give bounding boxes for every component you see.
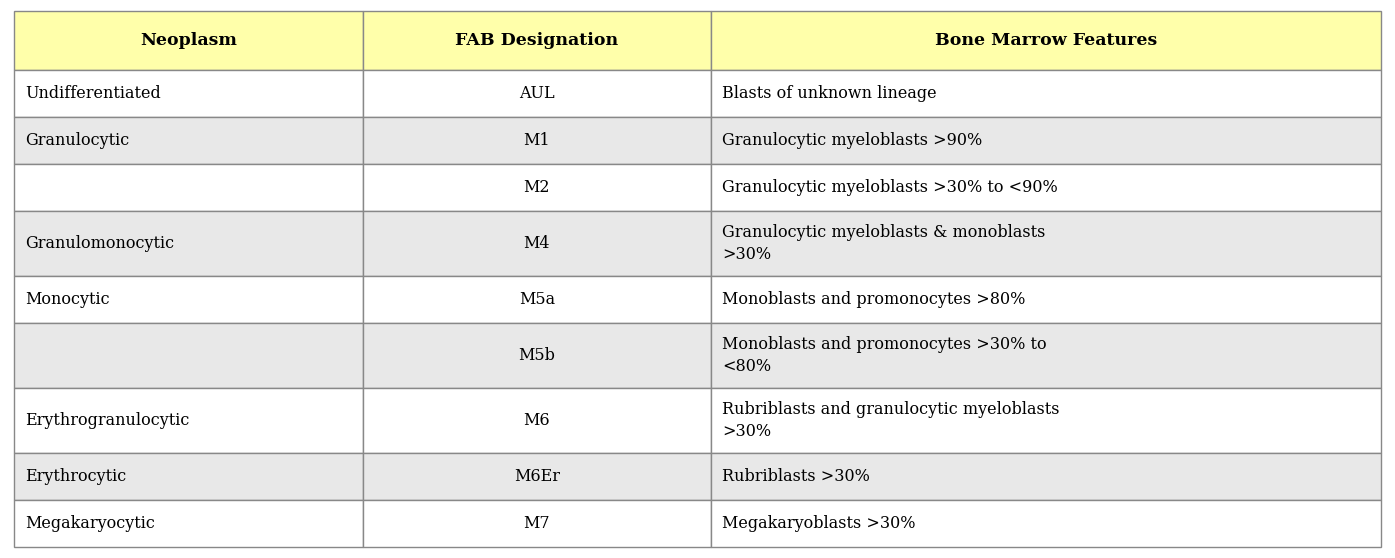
Text: Granulocytic: Granulocytic — [25, 132, 130, 149]
Text: M6: M6 — [523, 412, 550, 429]
Text: M1: M1 — [523, 132, 550, 149]
Bar — [14, 500, 363, 547]
Text: Granulomonocytic: Granulomonocytic — [25, 235, 174, 252]
Text: Erythrogranulocytic: Erythrogranulocytic — [25, 412, 190, 429]
Bar — [363, 70, 711, 117]
Text: Undifferentiated: Undifferentiated — [25, 85, 160, 102]
Text: Megakaryocytic: Megakaryocytic — [25, 515, 155, 532]
Text: Erythrocytic: Erythrocytic — [25, 468, 127, 485]
Bar — [363, 11, 711, 70]
Text: M5b: M5b — [519, 347, 555, 364]
Bar — [363, 323, 711, 388]
Text: Monoblasts and promonocytes >30% to
<80%: Monoblasts and promonocytes >30% to <80% — [723, 336, 1048, 375]
Text: FAB Designation: FAB Designation — [455, 32, 618, 49]
Bar — [14, 70, 363, 117]
Bar — [14, 211, 363, 276]
Bar — [14, 164, 363, 211]
Text: Rubriblasts >30%: Rubriblasts >30% — [723, 468, 870, 485]
Bar — [711, 164, 1381, 211]
Text: AUL: AUL — [519, 85, 555, 102]
Bar — [711, 117, 1381, 164]
Text: M4: M4 — [523, 235, 550, 252]
Text: Megakaryoblasts >30%: Megakaryoblasts >30% — [723, 515, 917, 532]
Bar — [363, 500, 711, 547]
Text: M2: M2 — [523, 179, 550, 196]
Bar — [14, 276, 363, 323]
Bar — [14, 453, 363, 500]
Bar — [363, 388, 711, 453]
Text: Blasts of unknown lineage: Blasts of unknown lineage — [723, 85, 937, 102]
Bar — [363, 117, 711, 164]
Bar — [363, 211, 711, 276]
Bar — [711, 211, 1381, 276]
Bar — [711, 388, 1381, 453]
Bar — [711, 70, 1381, 117]
Bar — [14, 11, 363, 70]
Bar — [363, 276, 711, 323]
Bar — [711, 11, 1381, 70]
Bar — [363, 164, 711, 211]
Bar — [14, 323, 363, 388]
Text: Monoblasts and promonocytes >80%: Monoblasts and promonocytes >80% — [723, 291, 1025, 308]
Text: Granulocytic myeloblasts >30% to <90%: Granulocytic myeloblasts >30% to <90% — [723, 179, 1057, 196]
Bar — [363, 453, 711, 500]
Text: Rubriblasts and granulocytic myeloblasts
>30%: Rubriblasts and granulocytic myeloblasts… — [723, 401, 1060, 440]
Bar — [711, 323, 1381, 388]
Text: Granulocytic myeloblasts & monoblasts
>30%: Granulocytic myeloblasts & monoblasts >3… — [723, 224, 1046, 263]
Text: M6Er: M6Er — [513, 468, 559, 485]
Bar — [711, 500, 1381, 547]
Bar — [14, 388, 363, 453]
Bar — [14, 117, 363, 164]
Bar — [711, 276, 1381, 323]
Bar — [711, 453, 1381, 500]
Text: Granulocytic myeloblasts >90%: Granulocytic myeloblasts >90% — [723, 132, 982, 149]
Text: Bone Marrow Features: Bone Marrow Features — [935, 32, 1158, 49]
Text: Monocytic: Monocytic — [25, 291, 110, 308]
Text: Neoplasm: Neoplasm — [140, 32, 237, 49]
Text: M7: M7 — [523, 515, 550, 532]
Text: M5a: M5a — [519, 291, 555, 308]
